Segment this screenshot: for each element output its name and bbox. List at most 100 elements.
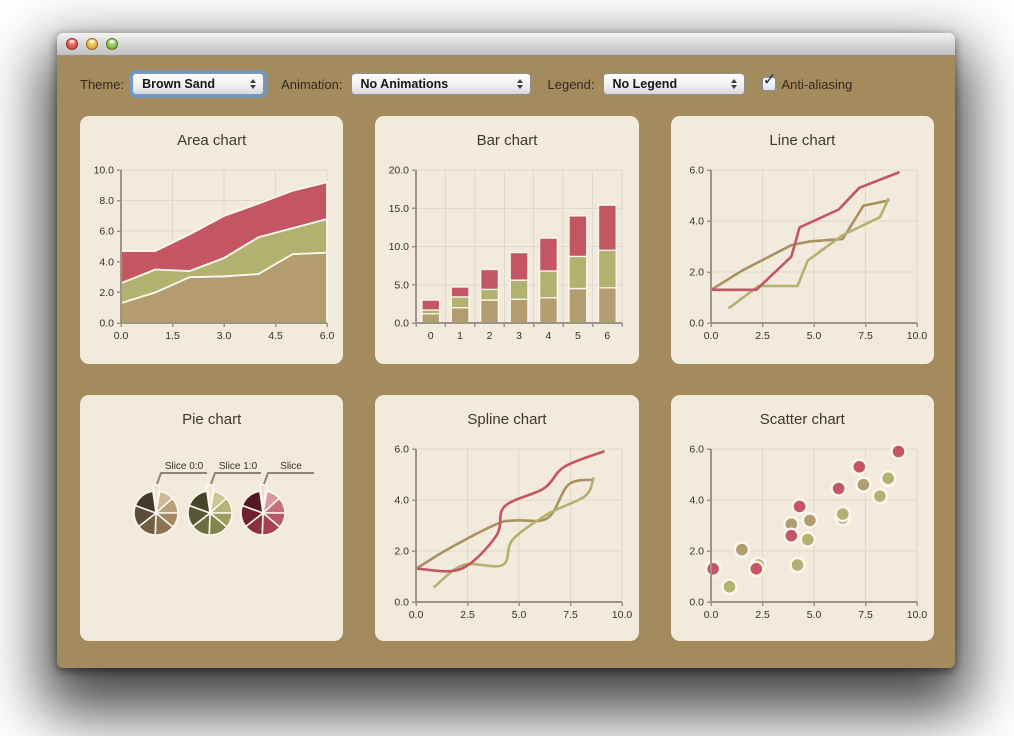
x-tick-label: 0.0 xyxy=(113,330,128,342)
bar-segment-brown xyxy=(597,287,617,324)
scatter-point-olive xyxy=(872,488,889,505)
bar-segment-red xyxy=(568,215,588,258)
line-series-red xyxy=(712,171,901,292)
minimize-button[interactable] xyxy=(86,38,98,50)
bar-segment-olive xyxy=(538,270,558,299)
spline-series-red xyxy=(416,450,605,573)
bar-segment-olive xyxy=(509,279,529,300)
antialiasing-control[interactable]: ✓ Anti-aliasing xyxy=(761,70,853,92)
scatter-point-red xyxy=(830,480,848,497)
scatter-point-brown xyxy=(734,541,751,558)
antialiasing-label: Anti-aliasing xyxy=(781,76,853,92)
bar-segment-red xyxy=(450,286,470,298)
scatter-point-olive xyxy=(721,578,739,595)
chart-title: Pie chart xyxy=(182,411,242,428)
x-tick-label: 5 xyxy=(575,330,581,342)
x-tick-label: 2.5 xyxy=(756,330,771,342)
axes xyxy=(116,169,328,327)
y-tick-label: 2.0 xyxy=(690,546,705,558)
bar-segment-brown xyxy=(509,298,529,324)
spline-series-brown xyxy=(416,478,595,569)
pie-chart-canvas: Slice 0:0 Slice 1:0 Slice xyxy=(132,461,314,536)
y-tick-label: 15.0 xyxy=(389,203,410,215)
x-tick-label: 4.5 xyxy=(268,330,283,342)
y-tick-label: 0.0 xyxy=(690,597,705,609)
axis-labels: 0.0 2.5 5.0 7.5 10.0 0.0 2.0 4.0 6.0 xyxy=(690,444,928,622)
bar-segment-brown xyxy=(480,299,500,324)
zoom-button[interactable] xyxy=(106,38,118,50)
x-tick-label: 1 xyxy=(457,330,463,342)
app-window: Theme: Brown Sand Animation: No Animatio… xyxy=(57,33,955,668)
x-tick-label: 7.5 xyxy=(859,330,874,342)
x-tick-label: 2 xyxy=(487,330,493,342)
y-tick-label: 10.0 xyxy=(93,165,114,177)
line-series-brown xyxy=(712,199,890,290)
bar-segment-red xyxy=(480,268,500,291)
x-tick-label: 0.0 xyxy=(409,609,424,621)
x-tick-label: 2.5 xyxy=(460,609,475,621)
y-tick-label: 4.0 xyxy=(690,495,705,507)
bar-segment-brown xyxy=(568,287,588,324)
x-tick-label: 6.0 xyxy=(319,330,334,342)
grid-lines xyxy=(415,448,623,603)
y-tick-label: 0.0 xyxy=(394,597,409,609)
x-tick-label: 0 xyxy=(428,330,434,342)
axis-labels: 0.0 1.5 3.0 4.5 6.0 0.0 2.0 4.0 6.0 8.0 10.0 xyxy=(93,165,334,343)
x-tick-label: 1.5 xyxy=(165,330,180,342)
pie-slice-exploded xyxy=(205,484,215,508)
pie-slice xyxy=(134,490,157,514)
x-tick-label: 2.5 xyxy=(756,609,771,621)
slice-label: Slice xyxy=(280,461,302,472)
scatter-point-red xyxy=(890,443,908,460)
y-tick-label: 2.0 xyxy=(99,287,114,299)
bar-segment-red xyxy=(421,299,441,311)
x-tick-label: 0.0 xyxy=(704,330,719,342)
panel-area-chart: Area chart 0.0 1.5 3.0 4.5 6.0 0.0 2.0 4.0 6.0 8.… xyxy=(80,116,344,364)
updown-arrows-icon xyxy=(730,79,737,89)
legend-group: Legend: No Legend xyxy=(548,73,745,95)
legend-select[interactable]: No Legend xyxy=(602,73,745,95)
scatter-point-olive xyxy=(799,531,817,548)
y-tick-label: 5.0 xyxy=(394,279,409,291)
animation-group: Animation: No Animations xyxy=(281,73,531,95)
scatter-point-olive xyxy=(880,470,897,487)
axis-labels: 0 1 2 3 4 5 6 0.0 5.0 10.0 15.0 20.0 xyxy=(389,165,611,343)
y-tick-label: 8.0 xyxy=(99,195,114,207)
bar-segment-olive xyxy=(480,288,500,301)
axes xyxy=(707,169,919,327)
pie: Slice 1:0 xyxy=(186,461,261,536)
scatter-point-red xyxy=(791,498,809,515)
animation-select[interactable]: No Animations xyxy=(350,73,531,95)
line-series-olive xyxy=(728,197,890,309)
axes xyxy=(411,448,623,606)
bar-chart-canvas: 0 1 2 3 4 5 6 0.0 5.0 10.0 15.0 20.0 xyxy=(389,165,623,343)
slice-callout-line xyxy=(155,472,207,485)
series-group xyxy=(421,204,617,324)
updown-arrows-icon xyxy=(516,79,523,89)
antialiasing-checkbox[interactable]: ✓ xyxy=(761,70,777,91)
y-tick-label: 4.0 xyxy=(690,216,705,228)
y-tick-label: 6.0 xyxy=(99,226,114,238)
chart-title: Spline chart xyxy=(467,411,547,428)
axis-labels: 0.0 2.5 5.0 7.5 10.0 0.0 2.0 4.0 6.0 xyxy=(690,165,928,343)
panel-spline-chart: Spline chart 0.0 2.5 5.0 7.5 10.0 0.0 2.0 4.0 6.… xyxy=(375,395,639,641)
animation-select-value: No Animations xyxy=(360,77,449,91)
close-button[interactable] xyxy=(66,38,78,50)
theme-label: Theme: xyxy=(80,76,125,92)
theme-select[interactable]: Brown Sand xyxy=(132,73,265,95)
bar-segment-brown xyxy=(450,307,470,324)
updown-arrows-icon xyxy=(250,79,257,89)
y-tick-label: 4.0 xyxy=(394,495,409,507)
pie: Slice 0:0 xyxy=(132,461,207,536)
y-tick-label: 2.0 xyxy=(690,267,705,279)
chart-title: Bar chart xyxy=(476,132,538,149)
series-group xyxy=(705,443,908,595)
x-tick-label: 0.0 xyxy=(704,609,719,621)
scatter-chart-canvas: 0.0 2.5 5.0 7.5 10.0 0.0 2.0 4.0 6.0 xyxy=(690,443,928,622)
x-tick-label: 4 xyxy=(545,330,551,342)
bar-segment-olive xyxy=(568,255,588,290)
legend-select-value: No Legend xyxy=(612,77,678,91)
bar-segment-red xyxy=(509,251,529,281)
titlebar[interactable] xyxy=(57,33,955,56)
axis-labels: 0.0 2.5 5.0 7.5 10.0 0.0 2.0 4.0 6.0 xyxy=(394,444,632,622)
